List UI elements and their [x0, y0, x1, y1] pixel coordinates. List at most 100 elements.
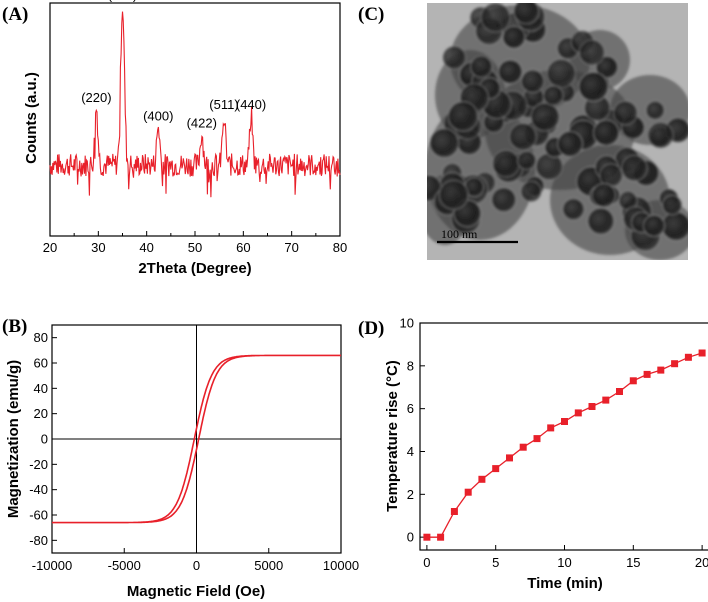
temperature-point [506, 454, 513, 462]
nanoparticle [593, 119, 620, 146]
tem-nanoparticles [427, 3, 688, 260]
nanoparticle [448, 101, 479, 132]
xrd-x-tick-label: 20 [43, 240, 57, 255]
nanoparticle [591, 183, 617, 208]
hysteresis-y-tick-label: 40 [34, 381, 48, 396]
hysteresis-x-tick-label: -5000 [108, 558, 141, 573]
xrd-x-ticks: 20 30 40 50 60 70 80 [43, 231, 347, 255]
temperature-point [423, 533, 431, 541]
xrd-peak-label: (422) [187, 115, 217, 130]
nanoparticle [613, 100, 638, 126]
nanoparticle [587, 207, 615, 235]
panel-label-c: (C) [358, 4, 384, 25]
nanoparticle [520, 181, 542, 203]
nanoparticle [647, 122, 674, 149]
temperature-point [629, 377, 637, 385]
hysteresis-y-axis-title: Magnetization (emu/g) [5, 360, 22, 518]
nanoparticle [502, 25, 526, 49]
temperature-line [426, 352, 703, 538]
xrd-peak-labels: (220) (311) (400) (422) (511)(440) [81, 0, 266, 130]
temperature-point [616, 388, 623, 395]
temperature-ticks: 0 5 10 15 20 0 2 4 6 8 10 [400, 316, 708, 571]
temperature-chart: 0 5 10 15 20 0 2 4 6 8 10 Time (min) Temperature r… [384, 316, 708, 592]
panel-label-d: (D) [358, 318, 384, 339]
hysteresis-crosshair [52, 325, 341, 553]
temperature-point [478, 475, 486, 483]
nanoparticle [621, 155, 648, 182]
temperature-point [533, 435, 541, 443]
temperature-point [547, 424, 555, 432]
xrd-peak-label: (311) [108, 0, 137, 2]
temperature-point [588, 403, 596, 410]
xrd-x-axis-title: 2Theta (Degree) [138, 260, 251, 277]
nanoparticle [578, 71, 609, 102]
nanoparticle [595, 56, 619, 79]
hysteresis-y-tick-label: 60 [34, 356, 48, 371]
temperature-point [519, 443, 527, 451]
temperature-y-tick-label: 4 [407, 444, 414, 459]
temperature-x-tick-label: 0 [423, 555, 430, 570]
nanoparticle [661, 211, 688, 241]
hysteresis-x-tick-label: 10000 [323, 558, 359, 573]
nanoparticle [543, 85, 564, 106]
xrd-chart: 20 30 40 50 60 70 80 (220) (311) (400) (422) (511)… [23, 0, 347, 277]
nanoparticle [442, 45, 467, 70]
temperature-y-tick-label: 6 [407, 401, 414, 416]
temperature-y-tick-label: 10 [400, 316, 414, 331]
temperature-points [423, 349, 706, 541]
xrd-x-tick-label: 60 [236, 240, 250, 255]
xrd-x-tick-label: 40 [139, 240, 153, 255]
hysteresis-x-axis-title: Magnetic Field (Oe) [127, 583, 265, 600]
hysteresis-y-tick-label: -40 [29, 482, 48, 497]
nanoparticle [492, 149, 520, 178]
nanoparticle [509, 122, 537, 151]
xrd-x-tick-label: 80 [333, 240, 347, 255]
xrd-y-axis-title: Counts (a.u.) [23, 72, 40, 164]
temperature-y-tick-label: 8 [407, 358, 414, 373]
hysteresis-y-tick-label: 20 [34, 406, 48, 421]
temperature-point [450, 508, 458, 515]
nanoparticle [579, 39, 605, 66]
nanoparticle [662, 195, 683, 216]
nanoparticle [480, 3, 511, 33]
nanoparticle [557, 130, 584, 157]
scale-bar-label: 100 nm [441, 227, 478, 241]
hysteresis-y-tick-label: 80 [34, 330, 48, 345]
panel-label-b: (B) [2, 316, 27, 337]
hysteresis-ticks: -10000 -5000 0 5000 10000 -80 -60 -40 -20 0 20 40 60… [29, 330, 359, 573]
nanoparticle [562, 198, 585, 221]
temperature-x-axis-title: Time (min) [527, 575, 603, 592]
xrd-pattern-line [49, 11, 341, 198]
nanoparticle [498, 59, 523, 85]
xrd-x-tick-label: 30 [91, 240, 105, 255]
nanoparticle [520, 69, 545, 94]
temperature-x-tick-label: 20 [695, 555, 708, 570]
hysteresis-loop-line [52, 354, 341, 524]
temperature-y-tick-label: 0 [407, 530, 414, 545]
nanoparticle [643, 214, 666, 237]
temperature-x-tick-label: 5 [492, 555, 499, 570]
temperature-point [698, 349, 706, 357]
temperature-point [602, 396, 610, 404]
temperature-y-axis-title: Temperature rise (°C) [384, 360, 401, 512]
temperature-y-tick-label: 2 [407, 487, 414, 502]
nanoparticle [546, 58, 576, 88]
temperature-point [561, 418, 568, 425]
xrd-peak-label: (511) [209, 97, 238, 112]
nanoparticle [530, 102, 560, 132]
temperature-point [574, 409, 582, 417]
nanoparticle [470, 55, 493, 78]
temperature-x-tick-label: 15 [626, 555, 640, 570]
temperature-point [657, 366, 665, 374]
nanoparticle [513, 3, 540, 25]
temperature-point [643, 370, 651, 378]
nanoparticle [535, 152, 563, 181]
hysteresis-chart: -10000 -5000 0 5000 10000 -80 -60 -40 -20 0 20 40 60… [5, 324, 359, 600]
nanoparticle [491, 187, 517, 212]
xrd-x-tick-label: 50 [188, 240, 202, 255]
hysteresis-y-tick-label: -80 [29, 533, 48, 548]
hysteresis-y-tick-label: 0 [41, 432, 48, 447]
xrd-x-tick-label: 70 [284, 240, 298, 255]
temperature-point [492, 465, 500, 473]
